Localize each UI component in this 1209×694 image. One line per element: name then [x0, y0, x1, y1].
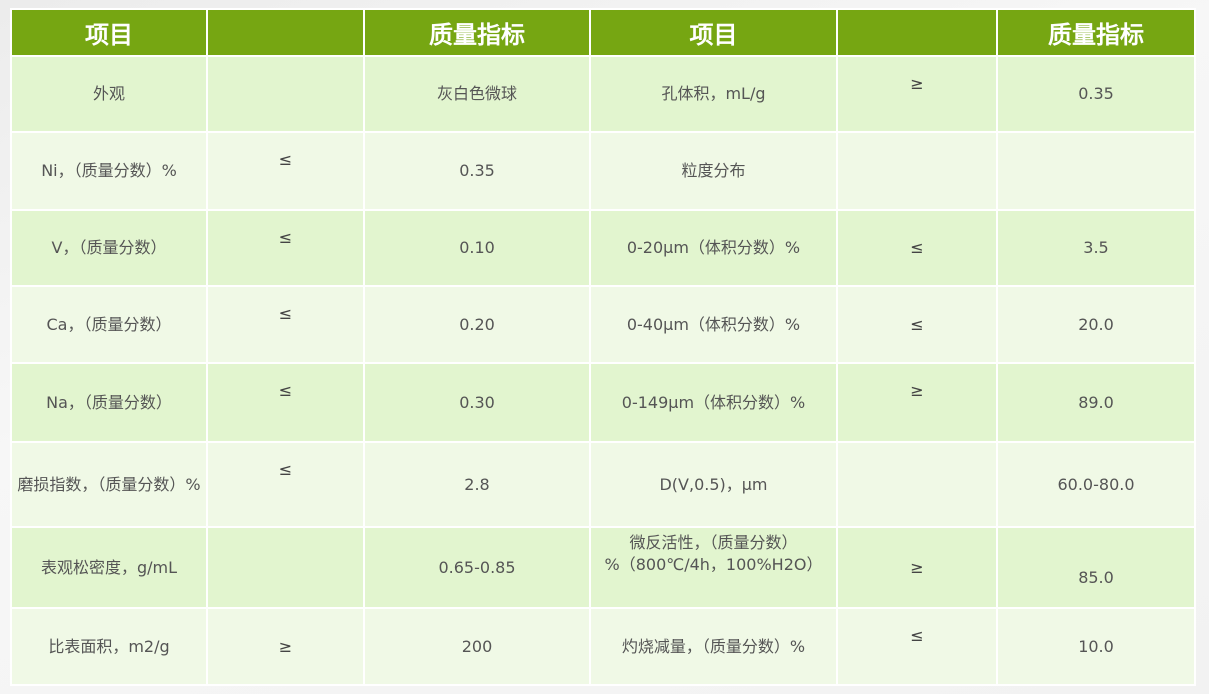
table-row: Ca，（质量分数） ≤0.20 0-40μm（体积分数）% ≤20.0: [12, 287, 1194, 362]
header-quality-index-2: 质量指标: [998, 10, 1194, 55]
quality-spec-table: 项目 质量指标 项目 质量指标 外观 灰白色微球 孔体积，mL/g ≥0.35 Ni，（…: [10, 8, 1196, 686]
cell-item-2: 0-40μm（体积分数）%: [591, 287, 836, 362]
table-row: Ni，（质量分数）% ≤0.35 粒度分布: [12, 133, 1194, 209]
cell-item-2: 微反活性，（质量分数）%（800℃/4h，100%H2O）: [591, 528, 836, 607]
cell-item-2: 灼烧减量，（质量分数）%: [591, 609, 836, 684]
cell-symbol: [208, 57, 363, 131]
cell-item: 磨损指数，（质量分数）%: [12, 443, 206, 526]
cell-symbol-2: ≤: [838, 609, 996, 684]
header-item: 项目: [12, 10, 206, 55]
table-row: Na，（质量分数） ≤0.30 0-149μm（体积分数）% ≥89.0: [12, 364, 1194, 441]
cell-symbol-2: [838, 443, 996, 526]
cell-item-2: 0-149μm（体积分数）%: [591, 364, 836, 441]
table-row: 比表面积，m2/g ≥200 灼烧减量，（质量分数）% ≤10.0: [12, 609, 1194, 684]
cell-quality-index-2: 0.35: [998, 57, 1194, 131]
cell-quality-index-2: 3.5: [998, 211, 1194, 285]
cell-quality-index: 200: [365, 609, 589, 684]
cell-quality-index: 灰白色微球: [365, 57, 589, 131]
cell-quality-index-2: [998, 133, 1194, 209]
cell-symbol-2: [838, 133, 996, 209]
cell-item-2: D(V,0.5)，μm: [591, 443, 836, 526]
cell-symbol: ≤: [208, 364, 363, 441]
table-row: 表观松密度，g/mL 0.65-0.85 微反活性，（质量分数）%（800℃/4h，…: [12, 528, 1194, 607]
cell-symbol-2: ≤: [838, 211, 996, 285]
cell-quality-index: 2.8: [365, 443, 589, 526]
table-row: 外观 灰白色微球 孔体积，mL/g ≥0.35: [12, 57, 1194, 131]
cell-quality-index: 0.65-0.85: [365, 528, 589, 607]
cell-symbol: [208, 528, 363, 607]
cell-item-2: 粒度分布: [591, 133, 836, 209]
cell-symbol-2: ≥: [838, 364, 996, 441]
cell-quality-index-2: 20.0: [998, 287, 1194, 362]
cell-item: 表观松密度，g/mL: [12, 528, 206, 607]
cell-symbol-2: ≤: [838, 287, 996, 362]
header-quality-index: 质量指标: [365, 10, 589, 55]
cell-quality-index: 0.10: [365, 211, 589, 285]
cell-quality-index: 0.20: [365, 287, 589, 362]
cell-item: Ca，（质量分数）: [12, 287, 206, 362]
cell-item-2: 0-20μm（体积分数）%: [591, 211, 836, 285]
cell-quality-index-2: 85.0: [998, 528, 1194, 607]
header-symbol: [208, 10, 363, 55]
cell-item-2: 孔体积，mL/g: [591, 57, 836, 131]
table-row: 磨损指数，（质量分数）% ≤2.8 D(V,0.5)，μm 60.0-80.0: [12, 443, 1194, 526]
table-row: V，（质量分数） ≤0.10 0-20μm（体积分数）% ≤3.5: [12, 211, 1194, 285]
cell-symbol: ≤: [208, 133, 363, 209]
cell-symbol-2: ≥: [838, 528, 996, 607]
cell-symbol: ≤: [208, 443, 363, 526]
header-item-2: 项目: [591, 10, 836, 55]
cell-symbol: ≤: [208, 287, 363, 362]
cell-quality-index-2: 60.0-80.0: [998, 443, 1194, 526]
cell-item: V，（质量分数）: [12, 211, 206, 285]
cell-item: 比表面积，m2/g: [12, 609, 206, 684]
cell-item: Ni，（质量分数）%: [12, 133, 206, 209]
header-row: 项目 质量指标 项目 质量指标: [12, 10, 1194, 55]
cell-quality-index-2: 10.0: [998, 609, 1194, 684]
cell-quality-index-2: 89.0: [998, 364, 1194, 441]
cell-item: 外观: [12, 57, 206, 131]
cell-symbol: ≤: [208, 211, 363, 285]
cell-quality-index: 0.35: [365, 133, 589, 209]
cell-item: Na，（质量分数）: [12, 364, 206, 441]
cell-symbol: ≥: [208, 609, 363, 684]
cell-symbol-2: ≥: [838, 57, 996, 131]
header-symbol-2: [838, 10, 996, 55]
cell-quality-index: 0.30: [365, 364, 589, 441]
